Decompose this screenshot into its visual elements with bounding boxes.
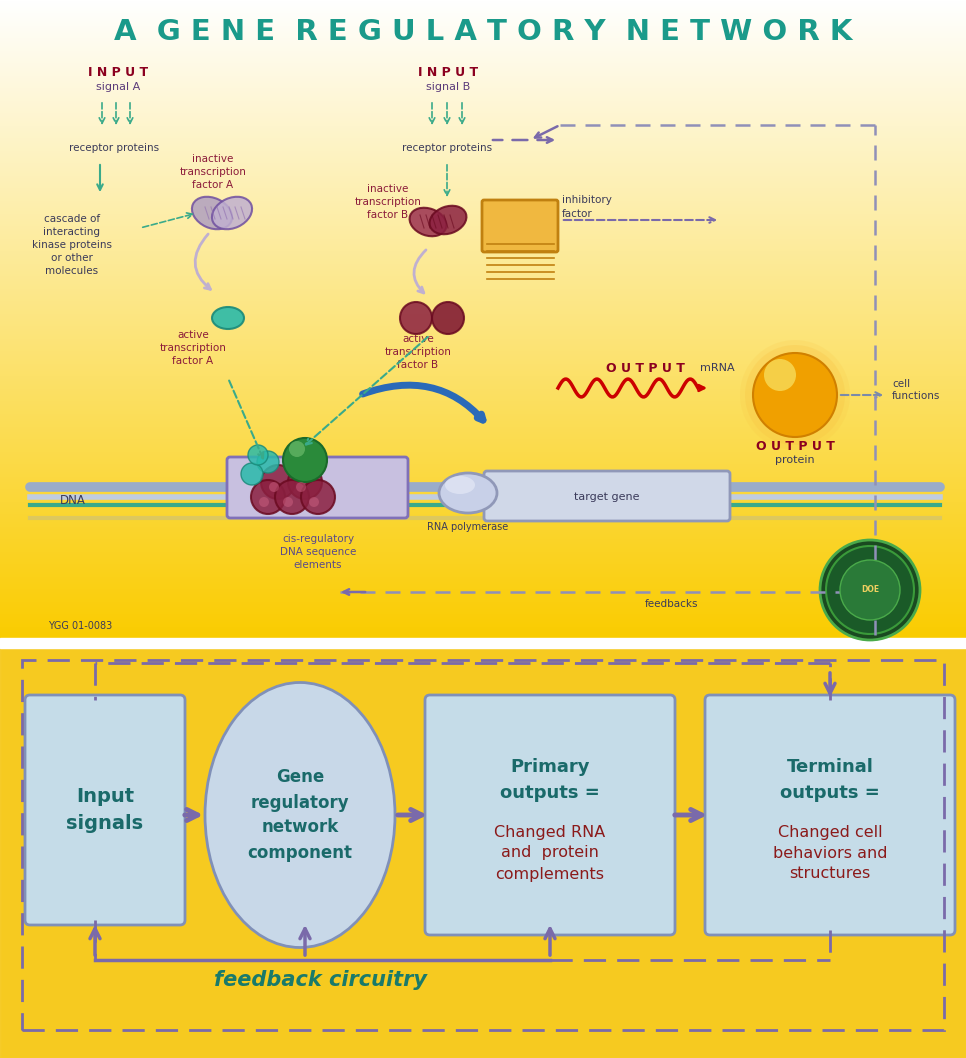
Ellipse shape	[212, 197, 252, 230]
Text: receptor proteins: receptor proteins	[402, 143, 492, 153]
Text: inhibitory
factor: inhibitory factor	[562, 196, 611, 219]
Circle shape	[261, 466, 295, 499]
Text: cascade of
interacting
kinase proteins
or other
molecules: cascade of interacting kinase proteins o…	[32, 214, 112, 276]
Circle shape	[740, 340, 850, 450]
Text: Input
signals: Input signals	[67, 787, 144, 833]
Text: I N P U T: I N P U T	[88, 66, 148, 78]
Circle shape	[283, 438, 327, 482]
Text: cell
functions: cell functions	[892, 379, 940, 401]
Bar	[0, 647, 966, 1058]
Circle shape	[820, 540, 920, 640]
Text: mRNA: mRNA	[700, 363, 734, 373]
Circle shape	[241, 463, 263, 485]
Circle shape	[248, 445, 268, 466]
Circle shape	[826, 546, 914, 634]
FancyBboxPatch shape	[425, 695, 675, 935]
Text: protein: protein	[775, 455, 814, 466]
Circle shape	[840, 560, 900, 620]
Circle shape	[275, 480, 309, 514]
Circle shape	[288, 466, 322, 499]
Text: A  G E N E  R E G U L A T O R Y  N E T W O R K: A G E N E R E G U L A T O R Y N E T W O …	[114, 18, 852, 45]
Text: receptor proteins: receptor proteins	[69, 143, 159, 153]
Text: inactive
transcription
factor A: inactive transcription factor A	[180, 153, 246, 190]
Ellipse shape	[192, 197, 232, 230]
Ellipse shape	[410, 207, 446, 236]
Ellipse shape	[400, 302, 432, 334]
Text: feedback circuitry: feedback circuitry	[213, 970, 427, 990]
Ellipse shape	[445, 476, 475, 494]
Text: inactive
transcription
factor B: inactive transcription factor B	[355, 184, 421, 220]
Text: signal A: signal A	[96, 83, 140, 92]
Text: Terminal
outputs =: Terminal outputs =	[781, 759, 880, 802]
Text: DOE: DOE	[861, 585, 879, 595]
Circle shape	[257, 451, 279, 473]
FancyBboxPatch shape	[227, 457, 408, 518]
Text: active
transcription
factor A: active transcription factor A	[159, 330, 226, 366]
Circle shape	[251, 480, 285, 514]
Text: cis-regulatory
DNA sequence
elements: cis-regulatory DNA sequence elements	[280, 534, 356, 570]
Bar	[0, 638, 966, 647]
Circle shape	[753, 353, 837, 437]
Text: Changed RNA
and  protein
complements: Changed RNA and protein complements	[495, 824, 606, 881]
Circle shape	[745, 345, 845, 445]
Circle shape	[283, 497, 293, 507]
Text: I N P U T: I N P U T	[418, 66, 478, 78]
Bar	[0, 640, 966, 1058]
Text: O U T P U T: O U T P U T	[755, 439, 835, 453]
Text: RNA polymerase: RNA polymerase	[427, 522, 509, 532]
Text: signal B: signal B	[426, 83, 470, 92]
Circle shape	[296, 482, 306, 492]
Text: Gene
regulatory
network
component: Gene regulatory network component	[247, 768, 353, 861]
Circle shape	[259, 497, 269, 507]
Ellipse shape	[432, 302, 464, 334]
Text: YGG 01-0083: YGG 01-0083	[48, 621, 112, 631]
Ellipse shape	[205, 682, 395, 948]
Text: feedbacks: feedbacks	[645, 599, 698, 609]
Ellipse shape	[430, 205, 467, 234]
Text: target gene: target gene	[574, 492, 639, 501]
Circle shape	[289, 441, 305, 457]
Circle shape	[269, 482, 279, 492]
Ellipse shape	[439, 473, 497, 513]
Circle shape	[301, 480, 335, 514]
Ellipse shape	[212, 307, 244, 329]
Text: DNA: DNA	[60, 493, 86, 507]
Text: Changed cell
behaviors and
structures: Changed cell behaviors and structures	[773, 824, 887, 881]
Text: O U T P U T: O U T P U T	[606, 362, 685, 375]
Circle shape	[309, 497, 319, 507]
FancyBboxPatch shape	[484, 471, 730, 521]
FancyBboxPatch shape	[25, 695, 185, 925]
Text: Primary
outputs =: Primary outputs =	[500, 759, 600, 802]
FancyBboxPatch shape	[482, 200, 558, 252]
Circle shape	[764, 359, 796, 391]
Text: active
transcription
factor B: active transcription factor B	[384, 334, 451, 370]
FancyBboxPatch shape	[705, 695, 955, 935]
